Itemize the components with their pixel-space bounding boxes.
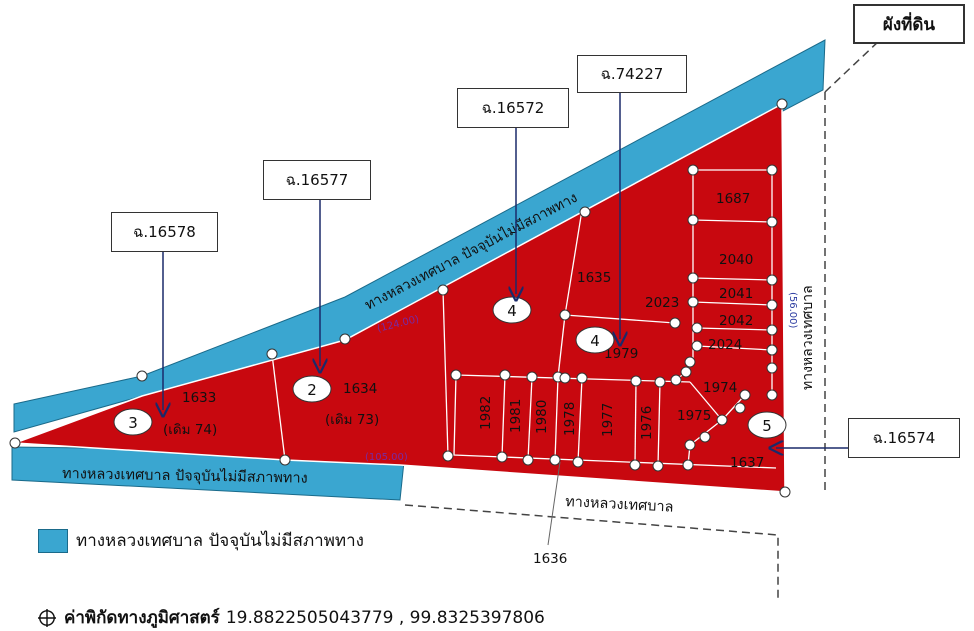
boundary-markers (9, 98, 791, 498)
boundary-dashed-ne (824, 39, 881, 93)
marker-4a: 4 (507, 302, 517, 320)
parcel-numbers-vertical: 1982 1981 1980 1978 1977 1976 (478, 396, 655, 440)
callout-deed-16578-label: ฉ.16578 (133, 223, 196, 241)
parcel-1634-old: (เดิม 73) (325, 412, 379, 428)
road-south-label: ทางหลวงเทศบาล ปัจจุบันไม่มีสภาพทาง (62, 464, 308, 487)
boundary-dashed-south (404, 504, 779, 600)
coordinates-label: ค่าพิกัดทางภูมิศาสตร์ (64, 608, 220, 628)
parcel-1982: 1982 (478, 396, 494, 430)
title-label: ผังที่ดิน (882, 14, 936, 35)
parcel-1974: 1974 (703, 380, 737, 396)
parcel-1634: 1634 (343, 381, 377, 397)
marker-4b: 4 (590, 332, 600, 350)
coordinates-value: 19.8822505043779 , 99.8325397806 (225, 607, 545, 628)
parcel-1979: 1979 (604, 346, 638, 362)
parcel-1976: 1976 (639, 406, 655, 440)
callout-deed-16574-label: ฉ.16574 (872, 429, 936, 447)
legend-road-label: ทางหลวงเทศบาล ปัจจุบันไม่มีสภาพทาง (76, 531, 364, 551)
road-north (13, 39, 826, 433)
coordinates: ค่าพิกัดทางภูมิศาสตร์ 19.8822505043779 ,… (38, 604, 545, 631)
callout-deed-16572-label: ฉ.16572 (481, 99, 545, 117)
callout-deed-16572: ฉ.16572 (457, 88, 569, 128)
dim-south-label: (105.00) (365, 452, 408, 463)
marker-2: 2 (307, 381, 317, 399)
callout-deed-16578: ฉ.16578 (111, 212, 218, 252)
parcel-1633-old: (เดิม 74) (163, 422, 217, 438)
leader-1636 (547, 461, 561, 546)
marker-3: 3 (128, 414, 138, 432)
parcel-1687: 1687 (716, 191, 750, 207)
parcel-1978: 1978 (562, 402, 578, 436)
road-bottom-label: ทางหลวงเทศบาล (565, 494, 674, 516)
parcel-2024: 2024 (708, 337, 742, 353)
legend: ทางหลวงเทศบาล ปัจจุบันไม่มีสภาพทาง (38, 527, 364, 554)
parcel-1633: 1633 (182, 390, 216, 406)
callout-deed-16577-label: ฉ.16577 (285, 171, 349, 189)
callout-deed-16577: ฉ.16577 (263, 160, 371, 200)
parcel-2041: 2041 (719, 286, 753, 302)
crosshair-icon (38, 608, 56, 627)
callout-arrows (163, 90, 848, 448)
dim-east-label: (56.00) (787, 292, 798, 329)
parcel-2042: 2042 (719, 313, 753, 329)
parcel-2040: 2040 (719, 252, 753, 268)
parcel-area (14, 102, 786, 493)
parcel-1637: 1637 (730, 455, 764, 471)
markers: 2 3 4 4 5 (113, 296, 787, 439)
parcel-1975: 1975 (677, 408, 711, 424)
parcel-2023: 2023 (645, 295, 679, 311)
parcel-1981: 1981 (508, 399, 524, 433)
callout-deed-74227: ฉ.74227 (577, 55, 687, 93)
parcel-numbers: 1633 (เดิม 74) 1634 (เดิม 73) 1635 1687 … (163, 191, 764, 567)
legend-road-swatch (38, 528, 68, 553)
parcel-1636: 1636 (533, 551, 567, 567)
marker-5: 5 (762, 417, 772, 435)
road-east-label: ทางหลวงเทศบาล (800, 285, 816, 390)
title-box: ผังที่ดิน (853, 4, 965, 44)
parcel-1635: 1635 (577, 270, 611, 286)
parcel-lines (271, 169, 777, 469)
callout-deed-74227-label: ฉ.74227 (600, 65, 664, 83)
parcel-1980: 1980 (534, 400, 550, 434)
callout-deed-16574: ฉ.16574 (848, 418, 960, 458)
parcel-1977: 1977 (600, 403, 616, 437)
